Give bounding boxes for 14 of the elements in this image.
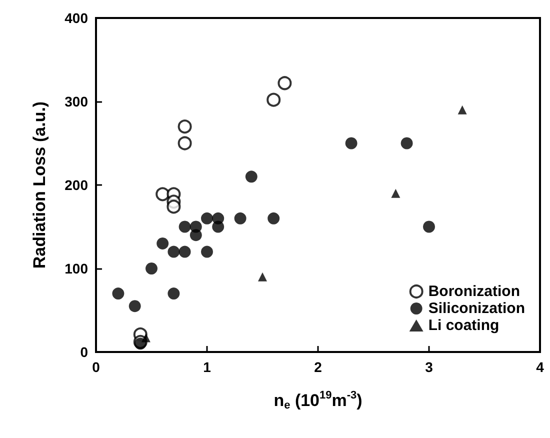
y-tick-label: 100 [64,260,88,276]
legend-label: Siliconization [428,300,526,317]
x-tick-label: 4 [536,359,544,375]
x-tick-label: 0 [92,359,100,375]
legend-label: Li coating [428,317,500,334]
legend-label: Boronization [428,283,520,300]
y-tick-label: 0 [80,344,88,360]
x-tick-label: 3 [425,359,434,375]
y-tick-label: 300 [64,94,88,110]
x-tick-label: 2 [314,359,322,375]
x-tick-label: 1 [203,359,212,375]
y-tick-label: 400 [64,10,88,26]
y-axis-title: Radiation Loss (a.u.) [30,101,49,269]
y-tick-label: 200 [64,177,88,193]
